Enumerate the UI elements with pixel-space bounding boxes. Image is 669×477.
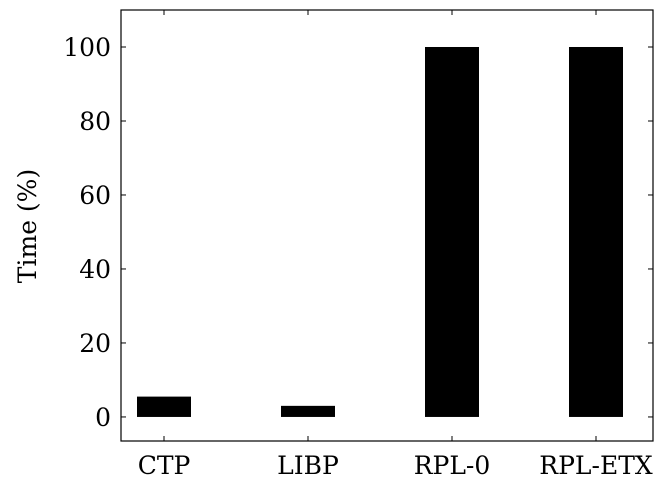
y-tick-label: 60: [79, 181, 111, 210]
plot-frame: [120, 9, 654, 442]
y-tick-label: 100: [63, 33, 111, 62]
x-tick-label: RPL-0: [414, 451, 491, 477]
x-tick-label: CTP: [138, 451, 191, 477]
y-tick-label: 0: [95, 403, 111, 432]
y-tick-label: 20: [79, 329, 111, 358]
y-axis-ticks: 0 20 40 60 80 100: [63, 33, 653, 432]
y-tick-label: 40: [79, 255, 111, 284]
bar-ctp: [137, 396, 191, 417]
y-tick-label: 80: [79, 107, 111, 136]
x-tick-label: RPL-ETX: [539, 451, 653, 477]
x-tick-label: LIBP: [277, 451, 339, 477]
bar-libp: [281, 405, 335, 417]
bars: [137, 46, 623, 417]
bar-rpl-etx: [569, 46, 623, 417]
bar-rpl-0: [425, 46, 479, 417]
y-axis-title: Time (%): [13, 169, 42, 283]
x-axis-ticks: CTP LIBP RPL-0 RPL-ETX: [138, 10, 653, 477]
